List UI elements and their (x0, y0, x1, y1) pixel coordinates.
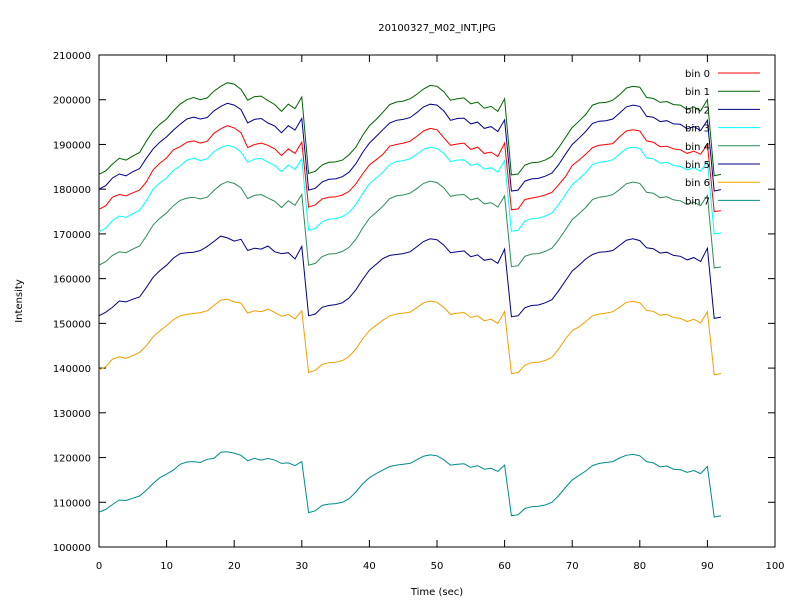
x-tick-label: 60 (498, 561, 511, 572)
y-axis: 100000 110000 120000 130000 140000 150000 1600… (53, 51, 775, 554)
x-tick-label: 100 (765, 561, 784, 572)
x-tick-label: 90 (701, 561, 714, 572)
x-tick-label: 0 (96, 561, 102, 572)
legend: bin 0 bin 1 bin 2 bin 3 bin 4 bin 5 bin 6 bin 7 (685, 69, 760, 207)
x-tick-label: 10 (160, 561, 173, 572)
plot-frame (98, 54, 776, 548)
y-axis-label: Intensity (14, 279, 25, 323)
y-tick-label: 130000 (53, 409, 91, 420)
x-tick-label: 20 (228, 561, 241, 572)
y-tick-label: 140000 (53, 364, 91, 375)
legend-label: bin 5 (685, 160, 710, 171)
series-line-bin-5 (98, 235, 721, 319)
x-tick-label: 70 (566, 561, 579, 572)
legend-label: bin 0 (685, 69, 710, 80)
y-tick-label: 150000 (53, 319, 91, 330)
y-tick-label: 120000 (53, 454, 91, 465)
x-tick-label: 80 (633, 561, 646, 572)
x-axis: 0 10 20 30 40 50 60 70 80 90 100 (96, 55, 785, 572)
y-tick-label: 100000 (53, 543, 91, 554)
legend-label: bin 3 (685, 124, 710, 135)
y-tick-label: 160000 (53, 275, 91, 286)
y-tick-label: 110000 (53, 498, 91, 509)
series-line-bin-2 (98, 102, 722, 192)
x-axis-label: Time (sec) (410, 587, 463, 598)
y-tick-label: 200000 (53, 96, 91, 107)
y-tick-label: 180000 (53, 185, 91, 196)
series-line-bin-0 (98, 125, 721, 213)
y-tick-label: 210000 (53, 51, 91, 62)
x-tick-label: 30 (295, 561, 308, 572)
legend-label: bin 2 (685, 105, 710, 116)
series-line-bin-1 (98, 82, 722, 177)
legend-label: bin 1 (685, 87, 710, 98)
series-line-bin-7 (98, 451, 721, 518)
legend-label: bin 7 (685, 196, 710, 207)
series-line-bin-4 (98, 180, 721, 269)
y-tick-label: 170000 (53, 230, 91, 241)
series-line-bin-3 (98, 144, 721, 235)
x-tick-label: 50 (431, 561, 444, 572)
chart-title: 20100327_M02_INT.JPG (378, 23, 496, 34)
series-line-bin-6 (98, 298, 721, 376)
legend-label: bin 6 (685, 178, 710, 189)
x-tick-label: 40 (363, 561, 376, 572)
legend-label: bin 4 (685, 142, 710, 153)
series-layer (98, 82, 722, 518)
y-tick-label: 190000 (53, 140, 91, 151)
